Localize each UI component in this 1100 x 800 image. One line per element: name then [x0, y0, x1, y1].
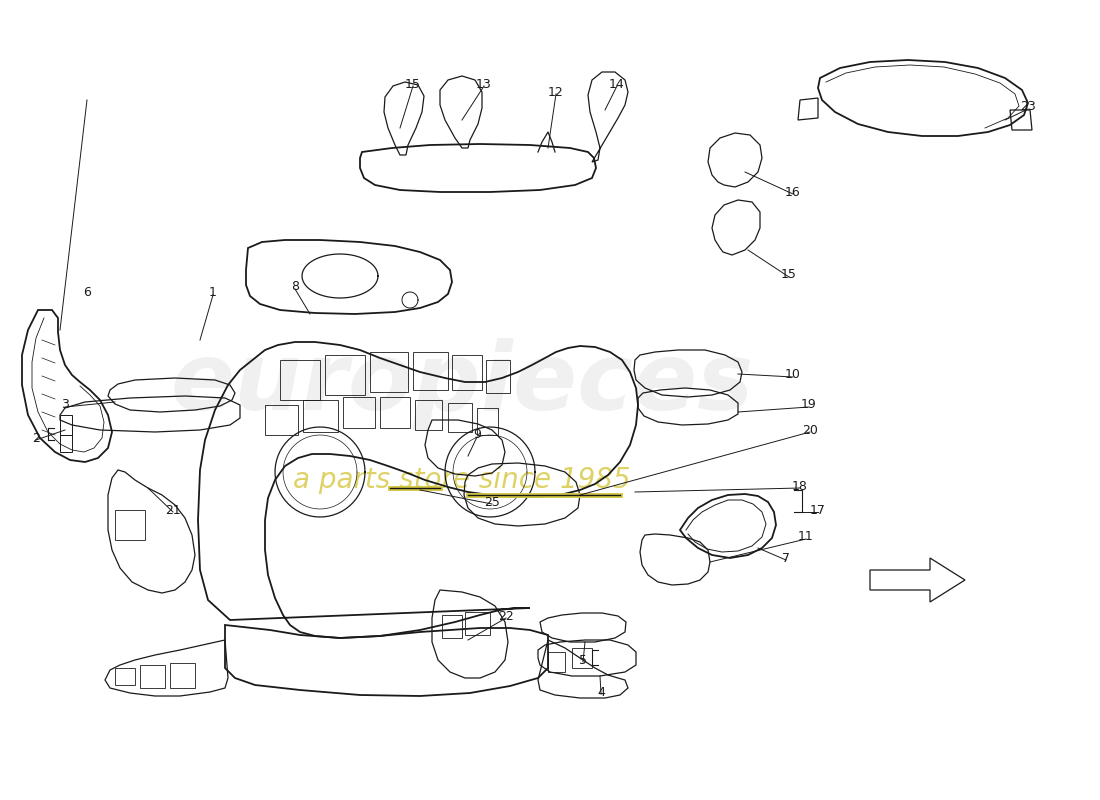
Text: 8: 8 [292, 281, 299, 294]
Text: a parts store since 1985: a parts store since 1985 [294, 466, 630, 494]
Text: 14: 14 [609, 78, 625, 90]
Text: 13: 13 [476, 78, 492, 90]
Text: 12: 12 [548, 86, 564, 98]
Text: 10: 10 [785, 369, 801, 382]
Text: 15: 15 [405, 78, 421, 90]
Text: 19: 19 [801, 398, 817, 411]
Text: 7: 7 [782, 551, 790, 565]
Text: 9: 9 [473, 429, 481, 442]
Text: europieces: europieces [170, 338, 754, 430]
Text: 20: 20 [802, 423, 818, 437]
Text: 15: 15 [781, 269, 796, 282]
Text: 18: 18 [792, 479, 807, 493]
Text: 21: 21 [165, 503, 180, 517]
Text: 25: 25 [484, 495, 499, 509]
Text: 16: 16 [785, 186, 801, 198]
Text: 6: 6 [84, 286, 91, 299]
Text: 5: 5 [579, 654, 587, 666]
Polygon shape [870, 558, 965, 602]
Text: 1: 1 [209, 286, 217, 299]
Text: 11: 11 [799, 530, 814, 543]
Text: 3: 3 [62, 398, 69, 411]
Text: 4: 4 [597, 686, 605, 698]
Text: 22: 22 [498, 610, 514, 622]
Text: 2: 2 [32, 431, 40, 445]
Text: 23: 23 [1020, 101, 1036, 114]
Text: 17: 17 [810, 503, 826, 517]
